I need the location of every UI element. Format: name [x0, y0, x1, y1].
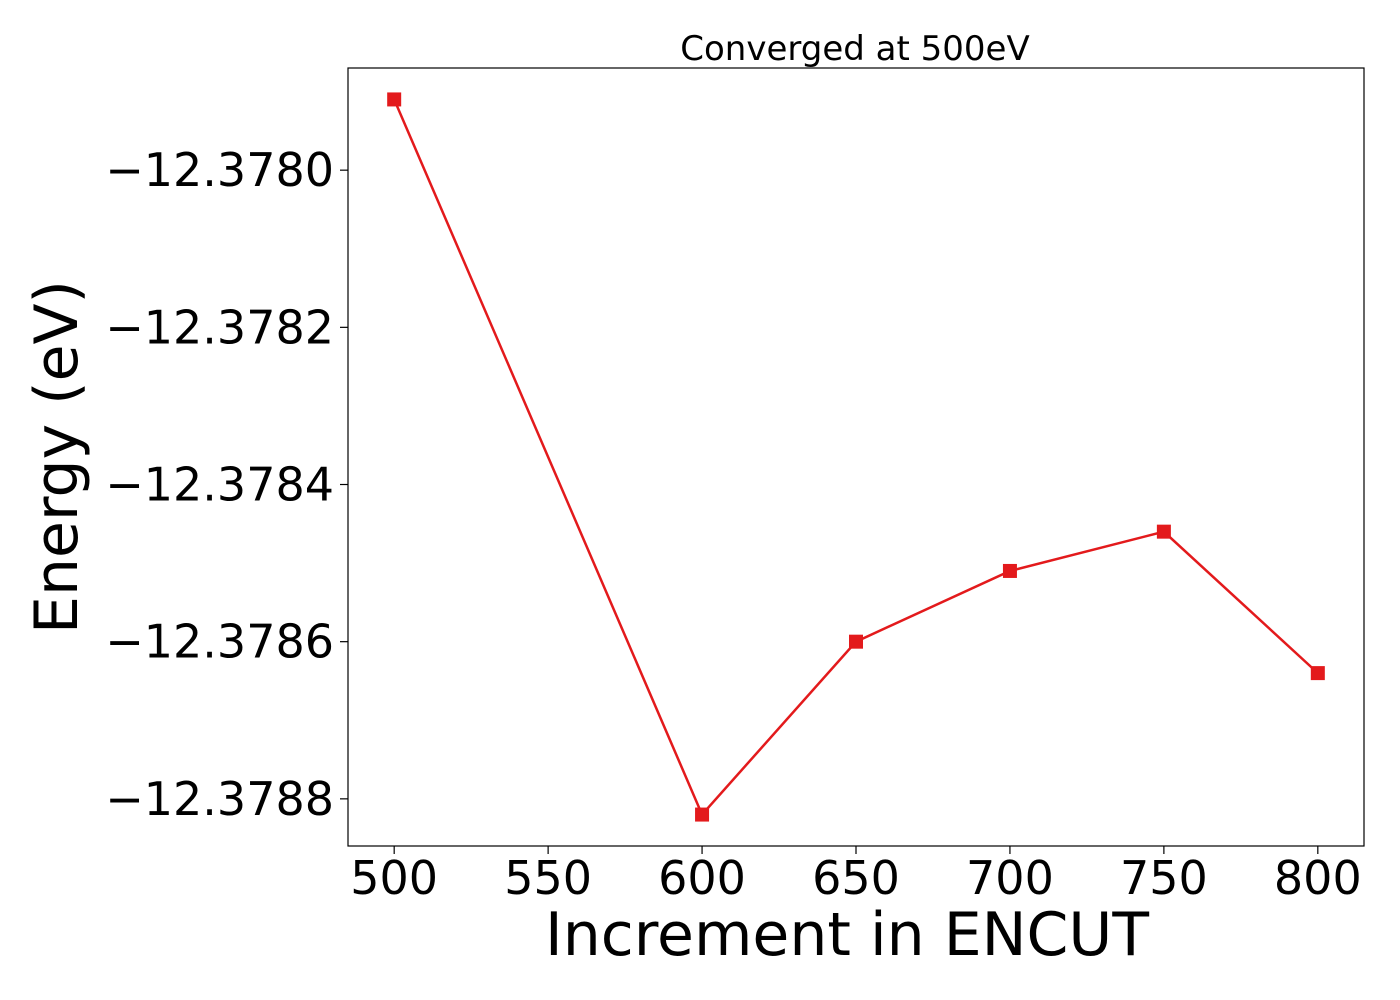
- data-point-marker: [1310, 666, 1325, 681]
- y-axis-ticks: −12.3788 −12.3786 −12.3784 −12.3782 −12.3780: [105, 143, 348, 826]
- data-point-marker: [1002, 563, 1017, 578]
- x-tick-label: 600: [658, 851, 746, 905]
- y-tick-label: −12.3782: [105, 300, 334, 354]
- y-tick-label: −12.3780: [105, 143, 334, 197]
- data-point-marker: [1156, 524, 1171, 539]
- series-layer: [387, 92, 1325, 822]
- x-axis-title: Increment in ENCUT: [545, 900, 1149, 970]
- data-point-marker: [695, 807, 710, 822]
- x-tick-label: 750: [1120, 851, 1208, 905]
- plot-frame: [347, 67, 1365, 847]
- x-tick-label: 650: [812, 851, 900, 905]
- x-tick-label: 800: [1274, 851, 1362, 905]
- y-tick-label: −12.3784: [105, 458, 334, 512]
- y-tick-label: −12.3786: [105, 615, 334, 669]
- x-tick-label: 700: [966, 851, 1054, 905]
- series-line: [393, 98, 1319, 817]
- x-axis-ticks: 500 550 600 650 700 750 800: [350, 846, 1362, 905]
- chart-title: Converged at 500eV: [680, 29, 1029, 69]
- data-point-marker: [387, 92, 402, 107]
- data-point-marker: [849, 634, 863, 649]
- x-tick-label: 500: [350, 851, 438, 905]
- x-tick-label: 550: [504, 851, 592, 905]
- y-tick-label: −12.3788: [105, 772, 334, 826]
- y-axis-title: Energy (eV): [22, 280, 92, 634]
